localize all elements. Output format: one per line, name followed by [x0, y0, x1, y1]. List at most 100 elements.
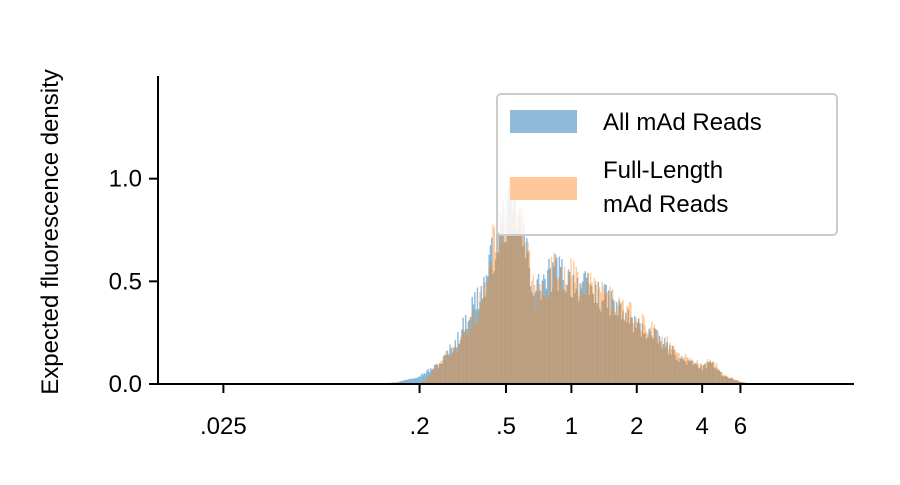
y-tick-label: 0.0	[109, 371, 142, 398]
histogram-bar	[725, 376, 726, 384]
histogram-bar	[534, 285, 535, 384]
histogram-bar	[651, 322, 652, 384]
histogram-bar	[667, 336, 668, 384]
histogram-bar	[587, 273, 588, 384]
histogram-bar	[472, 312, 473, 384]
histogram-bar	[526, 254, 527, 384]
histogram-bar	[445, 350, 446, 384]
histogram-bar	[702, 365, 703, 384]
histogram-bar	[557, 279, 558, 384]
histogram-bar	[685, 354, 686, 384]
histogram-bar	[698, 363, 699, 384]
histogram-bar	[535, 309, 536, 384]
histogram-bar	[656, 340, 657, 384]
histogram-bar	[629, 302, 630, 384]
histogram-bar	[492, 225, 493, 384]
histogram-bar	[456, 353, 457, 384]
x-tick-label: .5	[496, 413, 516, 440]
histogram-bar	[457, 352, 458, 384]
histogram-bar	[434, 369, 435, 384]
histogram-bar	[673, 346, 674, 384]
histogram-bar	[508, 223, 509, 384]
histogram-bar	[551, 257, 552, 384]
histogram-bar	[537, 287, 538, 384]
histogram-bar	[703, 366, 704, 384]
histogram-bar	[609, 287, 610, 384]
legend-label-full-length-line1: Full-Length	[603, 157, 723, 184]
histogram-bar	[578, 297, 579, 384]
histogram-bar	[555, 260, 556, 384]
histogram-bar	[682, 359, 683, 384]
histogram-bar	[655, 328, 656, 384]
histogram-bar	[442, 360, 443, 384]
histogram-bar	[443, 356, 444, 384]
histogram-bar	[499, 230, 500, 384]
histogram-bar	[626, 306, 627, 384]
histogram-bar	[439, 364, 440, 384]
histogram-bar	[453, 347, 454, 384]
histogram-bar	[572, 276, 573, 384]
histogram-bar	[677, 353, 678, 384]
histogram-bar	[570, 258, 571, 384]
histogram-bar	[668, 349, 669, 384]
histogram-bar	[579, 292, 580, 384]
histogram-bar	[647, 334, 648, 384]
x-tick-label: 4	[695, 413, 708, 440]
x-tick-label: .025	[200, 413, 247, 440]
y-tick-label: 0.5	[109, 268, 142, 295]
histogram-bar	[581, 284, 582, 384]
histogram-bar	[659, 337, 660, 384]
histogram-bar	[618, 297, 619, 384]
histogram-bar	[473, 309, 474, 384]
histogram-bar	[542, 280, 543, 384]
histogram-bar	[595, 281, 596, 384]
histogram-bar	[560, 267, 561, 384]
histogram-bar	[612, 289, 613, 384]
histogram-bar	[672, 346, 673, 384]
histogram-bar	[670, 349, 671, 384]
histogram-bar	[706, 362, 707, 384]
histogram-bar	[474, 323, 475, 384]
histogram-bar	[681, 359, 682, 384]
histogram-bar	[622, 300, 623, 384]
histogram-bar	[432, 369, 433, 384]
histogram-bar	[700, 363, 701, 384]
histogram-bar	[566, 293, 567, 384]
histogram-bar	[540, 291, 541, 384]
histogram-bar	[556, 280, 557, 384]
histogram-bar	[547, 299, 548, 384]
histogram-bar	[539, 284, 540, 384]
histogram-bar	[518, 217, 519, 384]
histogram-bar	[704, 365, 705, 384]
histogram-bar	[678, 353, 679, 384]
histogram-bar	[469, 317, 470, 384]
histogram-bar	[530, 291, 531, 384]
histogram-bar	[711, 362, 712, 384]
histogram-bar	[527, 243, 528, 384]
histogram-bar	[494, 227, 495, 384]
histogram-bar	[721, 372, 722, 384]
histogram-bar	[594, 278, 595, 384]
histogram-bar	[686, 357, 687, 384]
histogram-bar	[674, 349, 675, 384]
histogram-bar	[596, 306, 597, 384]
histogram-bar	[533, 275, 534, 384]
histogram-bar	[590, 273, 591, 384]
histogram-bar	[720, 372, 721, 384]
histogram-bar	[605, 294, 606, 384]
histogram-bar	[643, 317, 644, 384]
histogram-bar	[538, 292, 539, 384]
histogram-bar	[569, 277, 570, 384]
histogram-bar	[607, 292, 608, 384]
histogram-bar	[592, 293, 593, 384]
histogram-bar	[639, 330, 640, 384]
histogram-bar	[687, 357, 688, 384]
histogram-bar	[602, 282, 603, 384]
histogram-bar	[517, 219, 518, 384]
histogram-bar	[565, 284, 566, 384]
histogram-bar	[617, 306, 618, 384]
histogram-bar	[709, 360, 710, 384]
histogram-bar	[461, 338, 462, 384]
